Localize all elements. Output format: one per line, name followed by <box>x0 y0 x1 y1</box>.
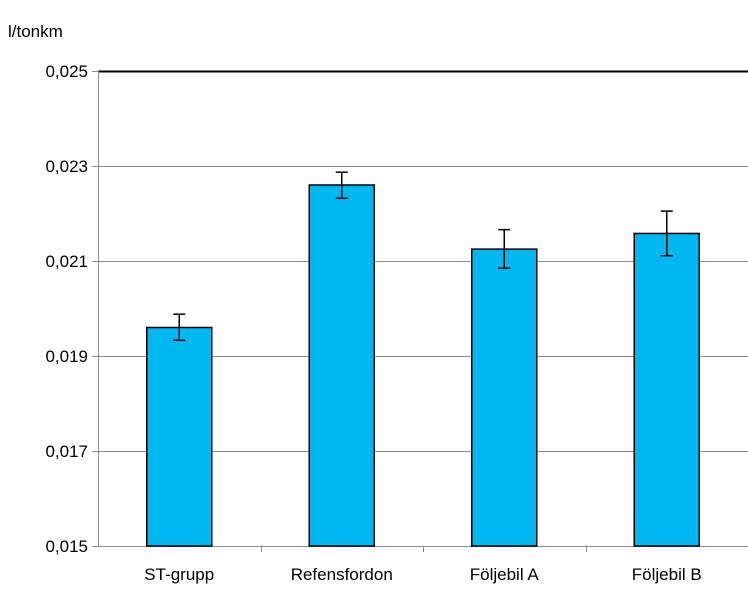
y-tick-label: 0,021 <box>45 252 88 271</box>
bar <box>633 232 700 547</box>
y-axis-label: l/tonkm <box>8 22 63 41</box>
x-tick-label: Följebil B <box>632 565 702 584</box>
y-tick-label: 0,017 <box>45 442 88 461</box>
error-bars <box>173 171 673 342</box>
y-tick-label: 0,023 <box>45 157 88 176</box>
bars <box>146 184 700 547</box>
bar <box>146 326 213 547</box>
y-tick-label: 0,019 <box>45 347 88 366</box>
bar <box>308 184 375 547</box>
x-tick-label: Följebil A <box>470 565 540 584</box>
x-tick-label: Refensfordon <box>291 565 393 584</box>
x-tick-label: ST-grupp <box>144 565 214 584</box>
bar <box>471 248 538 547</box>
y-tick-label: 0,015 <box>45 537 88 556</box>
y-tick-label: 0,025 <box>45 62 88 81</box>
tick-labels: 0,015 0,017 0,019 0,021 0,023 0,025 ST-grupp Re… <box>45 62 701 584</box>
